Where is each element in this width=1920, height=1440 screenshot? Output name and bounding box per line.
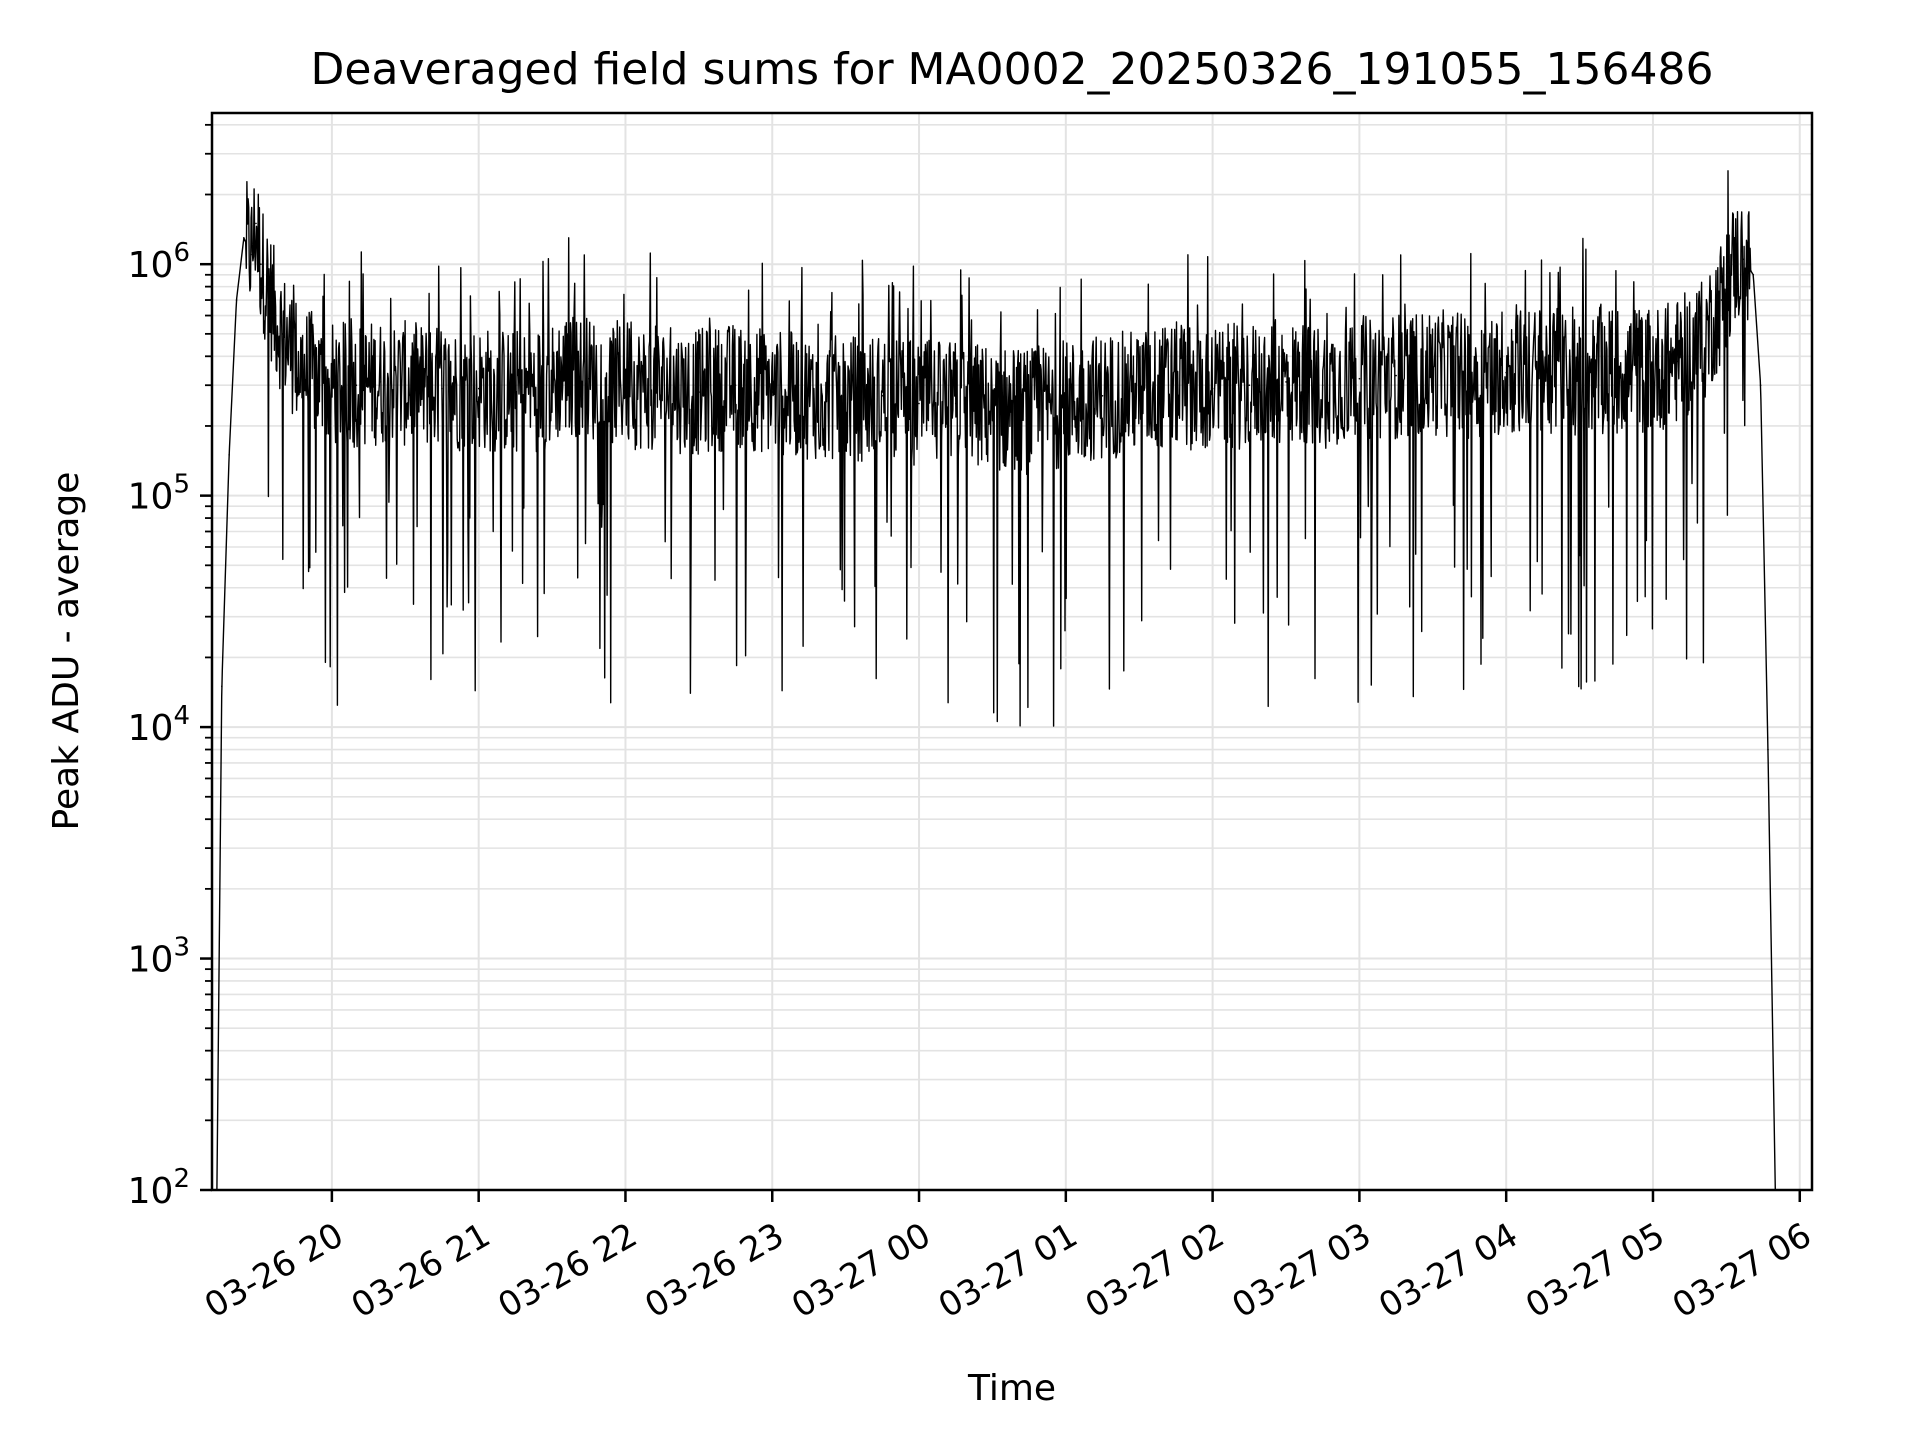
data-point xyxy=(1138,391,1140,393)
data-point xyxy=(1175,384,1177,387)
data-point xyxy=(918,402,920,405)
data-point xyxy=(1542,368,1544,371)
data-point xyxy=(355,384,358,387)
data-point xyxy=(1676,360,1679,363)
data-point xyxy=(416,384,419,387)
data-point xyxy=(380,381,382,383)
data-point xyxy=(1732,263,1735,266)
data-point xyxy=(326,384,328,387)
data-point xyxy=(734,384,737,387)
data-point xyxy=(260,263,262,266)
data-point xyxy=(1028,411,1030,413)
data-point xyxy=(477,387,480,390)
y-tick-base: 10 xyxy=(128,940,174,981)
data-point xyxy=(844,398,847,401)
y-tick-label: 104 xyxy=(128,701,190,749)
data-point xyxy=(1285,381,1287,383)
y-tick-exponent: 2 xyxy=(173,1164,190,1194)
data-point xyxy=(1578,371,1581,374)
data-point xyxy=(301,368,304,371)
data-point xyxy=(291,350,294,353)
data-point xyxy=(1395,374,1397,377)
data-point xyxy=(235,299,238,301)
data-point xyxy=(228,454,230,456)
data-point xyxy=(1065,402,1067,405)
data-point xyxy=(314,374,316,377)
y-tick-base: 10 xyxy=(128,477,174,518)
data-point xyxy=(267,285,270,288)
y-tick-label: 106 xyxy=(128,238,190,286)
y-tick-exponent: 5 xyxy=(173,470,190,500)
data-point xyxy=(808,395,810,397)
y-tick-base: 10 xyxy=(128,245,174,286)
data-point xyxy=(881,395,884,397)
y-tick-exponent: 6 xyxy=(173,238,190,268)
data-point xyxy=(1248,384,1251,387)
series-line xyxy=(216,170,1776,1191)
data-point xyxy=(1752,274,1755,276)
y-tick-exponent: 4 xyxy=(173,701,190,731)
chart-title: Deaveraged field sums for MA0002_2025032… xyxy=(311,44,1714,95)
data-point xyxy=(514,391,517,393)
data-point xyxy=(771,391,773,393)
data-point xyxy=(274,314,277,317)
data-point xyxy=(551,384,553,387)
data-point xyxy=(221,685,223,688)
data-point xyxy=(1701,343,1703,346)
data-point xyxy=(563,371,566,374)
data-point xyxy=(1358,377,1361,380)
data-point xyxy=(282,333,284,335)
y-tick-exponent: 3 xyxy=(173,933,190,963)
data-point xyxy=(1505,371,1507,374)
data-point xyxy=(1742,258,1745,261)
data-point xyxy=(991,406,994,409)
data-point xyxy=(1767,748,1769,751)
data-point xyxy=(1211,387,1214,390)
y-tick-label: 103 xyxy=(128,933,190,981)
data-point xyxy=(1468,374,1471,377)
data-point xyxy=(1615,368,1618,371)
data-point xyxy=(1101,395,1104,397)
data-point xyxy=(1720,299,1723,301)
plot-frame xyxy=(210,111,1814,1192)
data-point xyxy=(441,387,443,390)
y-tick-label: 102 xyxy=(128,1164,190,1212)
data-point xyxy=(250,253,252,256)
data-point xyxy=(243,237,245,239)
y-tick-label: 105 xyxy=(128,470,190,518)
y-tick-base: 10 xyxy=(128,708,174,749)
data-point xyxy=(1432,371,1434,374)
data-point xyxy=(1652,368,1654,371)
y-tick-base: 10 xyxy=(128,1171,174,1212)
data-point xyxy=(1321,384,1324,387)
data-point xyxy=(1759,384,1762,387)
data-point xyxy=(661,387,663,390)
data-point xyxy=(624,384,627,387)
x-axis-label: Time xyxy=(967,1368,1056,1409)
plot-area xyxy=(216,170,1777,1191)
data-point xyxy=(698,391,700,393)
data-point xyxy=(588,377,590,380)
y-axis-label: Peak ADU - average xyxy=(46,472,87,831)
data-point xyxy=(954,402,957,405)
data-point xyxy=(255,222,257,225)
